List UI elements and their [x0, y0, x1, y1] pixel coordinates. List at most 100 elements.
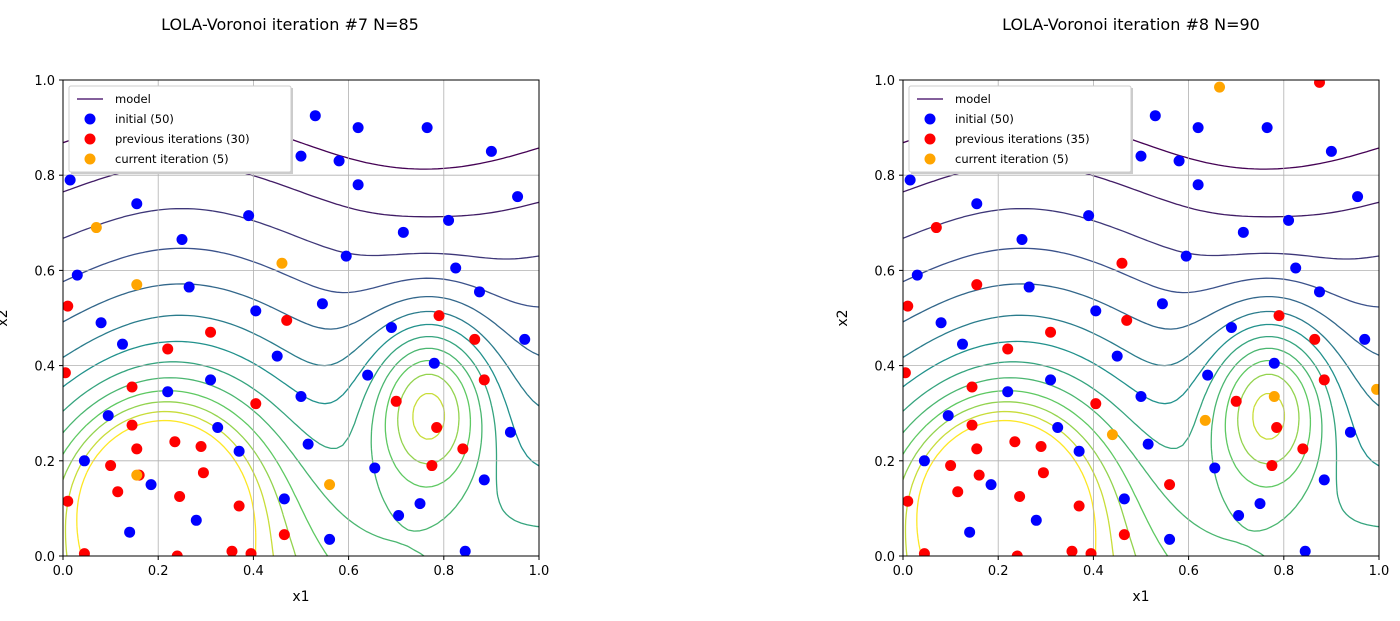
data-point — [1214, 81, 1226, 93]
data-point — [250, 398, 262, 410]
contour-line — [63, 347, 483, 556]
data-point — [474, 286, 485, 298]
data-point — [935, 317, 947, 329]
legend-label: current iteration (5) — [955, 152, 1069, 166]
data-point — [1066, 545, 1078, 556]
data-point — [1359, 333, 1371, 345]
data-point — [1314, 286, 1325, 298]
data-point — [966, 381, 978, 393]
data-point — [1254, 498, 1266, 510]
data-point — [1314, 80, 1325, 88]
panel-title: LOLA-Voronoi iteration #7 N=85 — [161, 15, 419, 34]
data-point — [63, 495, 74, 507]
x-tick-label: 1.0 — [529, 564, 550, 579]
data-point — [903, 367, 911, 379]
data-point — [124, 526, 136, 538]
x-axis-label: x1 — [292, 589, 309, 605]
y-tick-label: 0.0 — [874, 550, 895, 565]
data-point — [362, 369, 374, 381]
data-point — [469, 333, 481, 345]
data-point — [433, 310, 445, 322]
data-point — [1111, 350, 1123, 362]
data-point — [1325, 145, 1337, 157]
x-tick-label: 0.2 — [988, 564, 1009, 579]
data-point — [131, 443, 143, 455]
data-point — [952, 486, 964, 498]
data-point — [485, 145, 497, 157]
data-point — [414, 498, 426, 510]
data-point — [1090, 398, 1102, 410]
legend: model initial (50) previous iterations (35… — [908, 85, 1133, 174]
y-tick-label: 0.6 — [874, 264, 895, 279]
data-point — [250, 305, 262, 317]
legend: model initial (50) previous iterations (30… — [68, 85, 293, 174]
data-point — [1237, 226, 1249, 238]
y-tick-label: 0.2 — [34, 455, 55, 470]
data-point — [457, 443, 469, 455]
data-point — [78, 548, 90, 556]
data-point — [1037, 467, 1049, 479]
data-point — [428, 357, 440, 369]
data-point — [243, 210, 255, 222]
data-point — [197, 467, 209, 479]
data-point — [352, 122, 364, 134]
x-tick-label: 0.8 — [1273, 564, 1294, 579]
x-tick-label: 0.2 — [148, 564, 169, 579]
data-point — [1035, 441, 1047, 453]
data-point — [233, 445, 245, 457]
data-point — [1164, 479, 1176, 491]
data-point — [450, 262, 462, 274]
data-point — [1290, 262, 1302, 274]
y-tick-label: 0.8 — [34, 169, 55, 184]
data-point — [1016, 233, 1028, 245]
data-point — [1030, 514, 1042, 526]
data-point — [233, 500, 245, 512]
contour-line — [903, 323, 1379, 467]
data-point — [1106, 429, 1118, 441]
data-point — [1309, 333, 1321, 345]
data-point — [302, 438, 314, 450]
contour-line — [63, 247, 539, 308]
scatter-panel-iteration-8: LOLA-Voronoi iteration #8 N=90 0.00.0 0.2… — [835, 15, 1389, 605]
panel-title: LOLA-Voronoi iteration #8 N=90 — [1002, 15, 1260, 34]
data-point — [443, 214, 455, 226]
data-point — [1268, 391, 1280, 403]
data-point — [957, 338, 968, 350]
x-tick-label: 0.8 — [433, 564, 454, 579]
data-point — [397, 226, 409, 238]
data-point — [478, 374, 490, 386]
data-point — [278, 493, 290, 505]
data-point — [942, 410, 954, 422]
data-point — [131, 198, 143, 210]
data-point — [966, 419, 978, 431]
legend-label: previous iterations (35) — [955, 132, 1090, 146]
data-point — [1149, 110, 1161, 122]
data-point — [131, 279, 143, 291]
contour-line — [63, 373, 460, 556]
data-point — [205, 374, 217, 386]
contour-line — [904, 392, 1286, 556]
legend-marker — [84, 113, 96, 125]
data-point — [1173, 155, 1185, 167]
data-point — [295, 391, 307, 403]
data-point — [1164, 533, 1176, 545]
x-tick-label: 0.0 — [893, 564, 914, 579]
contour-line — [63, 283, 539, 356]
data-point — [64, 174, 76, 186]
model-contours — [63, 114, 539, 556]
data-point — [985, 479, 997, 491]
axis-ticks: 0.00.0 0.2 0.2 0.4 0.4 0.6 0.6 0.8 0.8 1.0 1.0 — [34, 74, 549, 579]
data-point — [930, 222, 942, 234]
plot-frame — [62, 79, 540, 557]
data-point — [1118, 529, 1130, 541]
data-point — [126, 381, 138, 393]
data-point — [63, 300, 74, 312]
data-point — [971, 443, 983, 455]
data-point — [1045, 374, 1057, 386]
data-point — [1009, 436, 1021, 448]
data-point — [1209, 462, 1221, 474]
data-point — [478, 474, 490, 486]
data-point — [271, 350, 283, 362]
data-point — [95, 317, 107, 329]
contour-line — [63, 323, 539, 467]
